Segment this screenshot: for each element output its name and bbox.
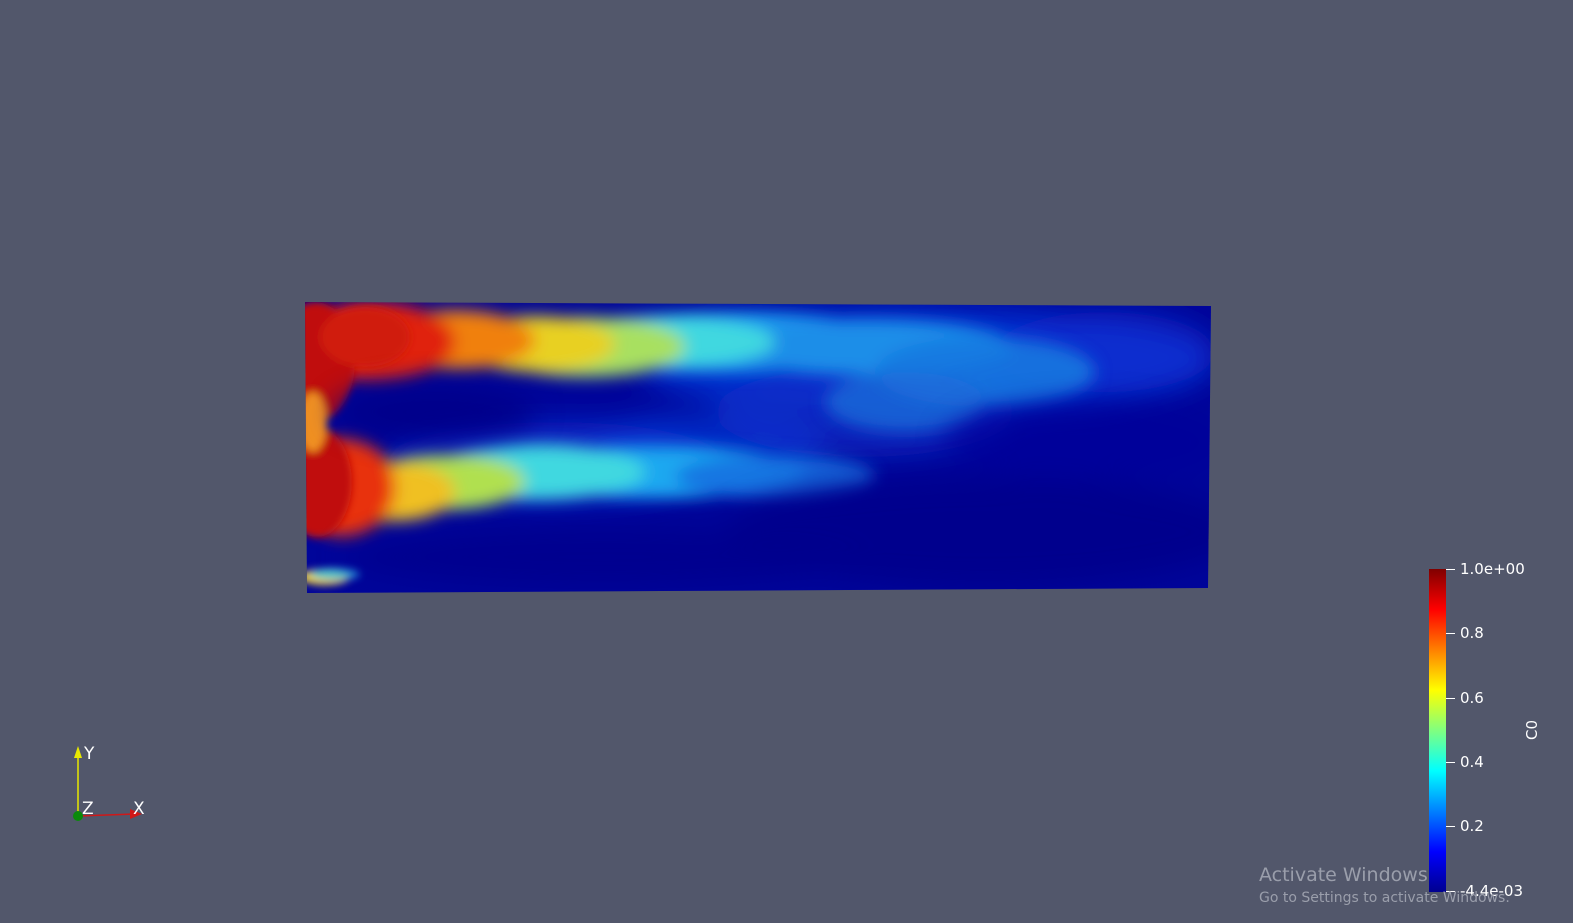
color-legend-bar: [1429, 569, 1446, 892]
color-legend: 1.0e+00 0.8 0.6 0.4 0.2 -4.4e-03: [1429, 561, 1549, 900]
legend-tick-2: [1446, 698, 1455, 699]
scalar-field-plot[interactable]: [305, 302, 1211, 593]
legend-tick-label-3: 0.4: [1460, 753, 1484, 771]
legend-tick-label-2: 0.6: [1460, 689, 1484, 707]
legend-tick-0: [1446, 569, 1455, 570]
x-axis-label: X: [133, 799, 145, 819]
x-axis-line: [77, 813, 135, 817]
orientation-axes: Y Z X: [60, 740, 160, 830]
x-axis-arrow: [130, 809, 142, 819]
activate-windows-watermark: Activate Windows Go to Settings to activ…: [1259, 862, 1510, 908]
legend-tick-label-4: 0.2: [1460, 817, 1484, 835]
y-axis-label: Y: [83, 744, 95, 764]
scalar-field-svg: [305, 302, 1211, 593]
z-axis-label: Z: [82, 799, 94, 819]
field-inflow-boundary: [305, 302, 410, 585]
legend-tick-label-0: 1.0e+00: [1460, 560, 1525, 578]
legend-tick-label-5: -4.4e-03: [1460, 882, 1523, 900]
field-dark-regions: [335, 384, 1211, 587]
watermark-title: Activate Windows: [1259, 864, 1428, 886]
legend-tick-1: [1446, 633, 1455, 634]
legend-tick-label-1: 0.8: [1460, 624, 1484, 642]
color-legend-title: C0: [1523, 719, 1541, 740]
legend-tick-5: [1446, 891, 1455, 892]
y-axis-arrow: [74, 746, 82, 758]
legend-tick-4: [1446, 826, 1455, 827]
field-plume-upper: [305, 302, 1095, 432]
watermark-subtitle: Go to Settings to activate Windows.: [1259, 890, 1510, 906]
z-axis-dot: [73, 811, 83, 821]
axes-triad-svg: Y Z X: [73, 744, 145, 821]
legend-tick-3: [1446, 762, 1455, 763]
